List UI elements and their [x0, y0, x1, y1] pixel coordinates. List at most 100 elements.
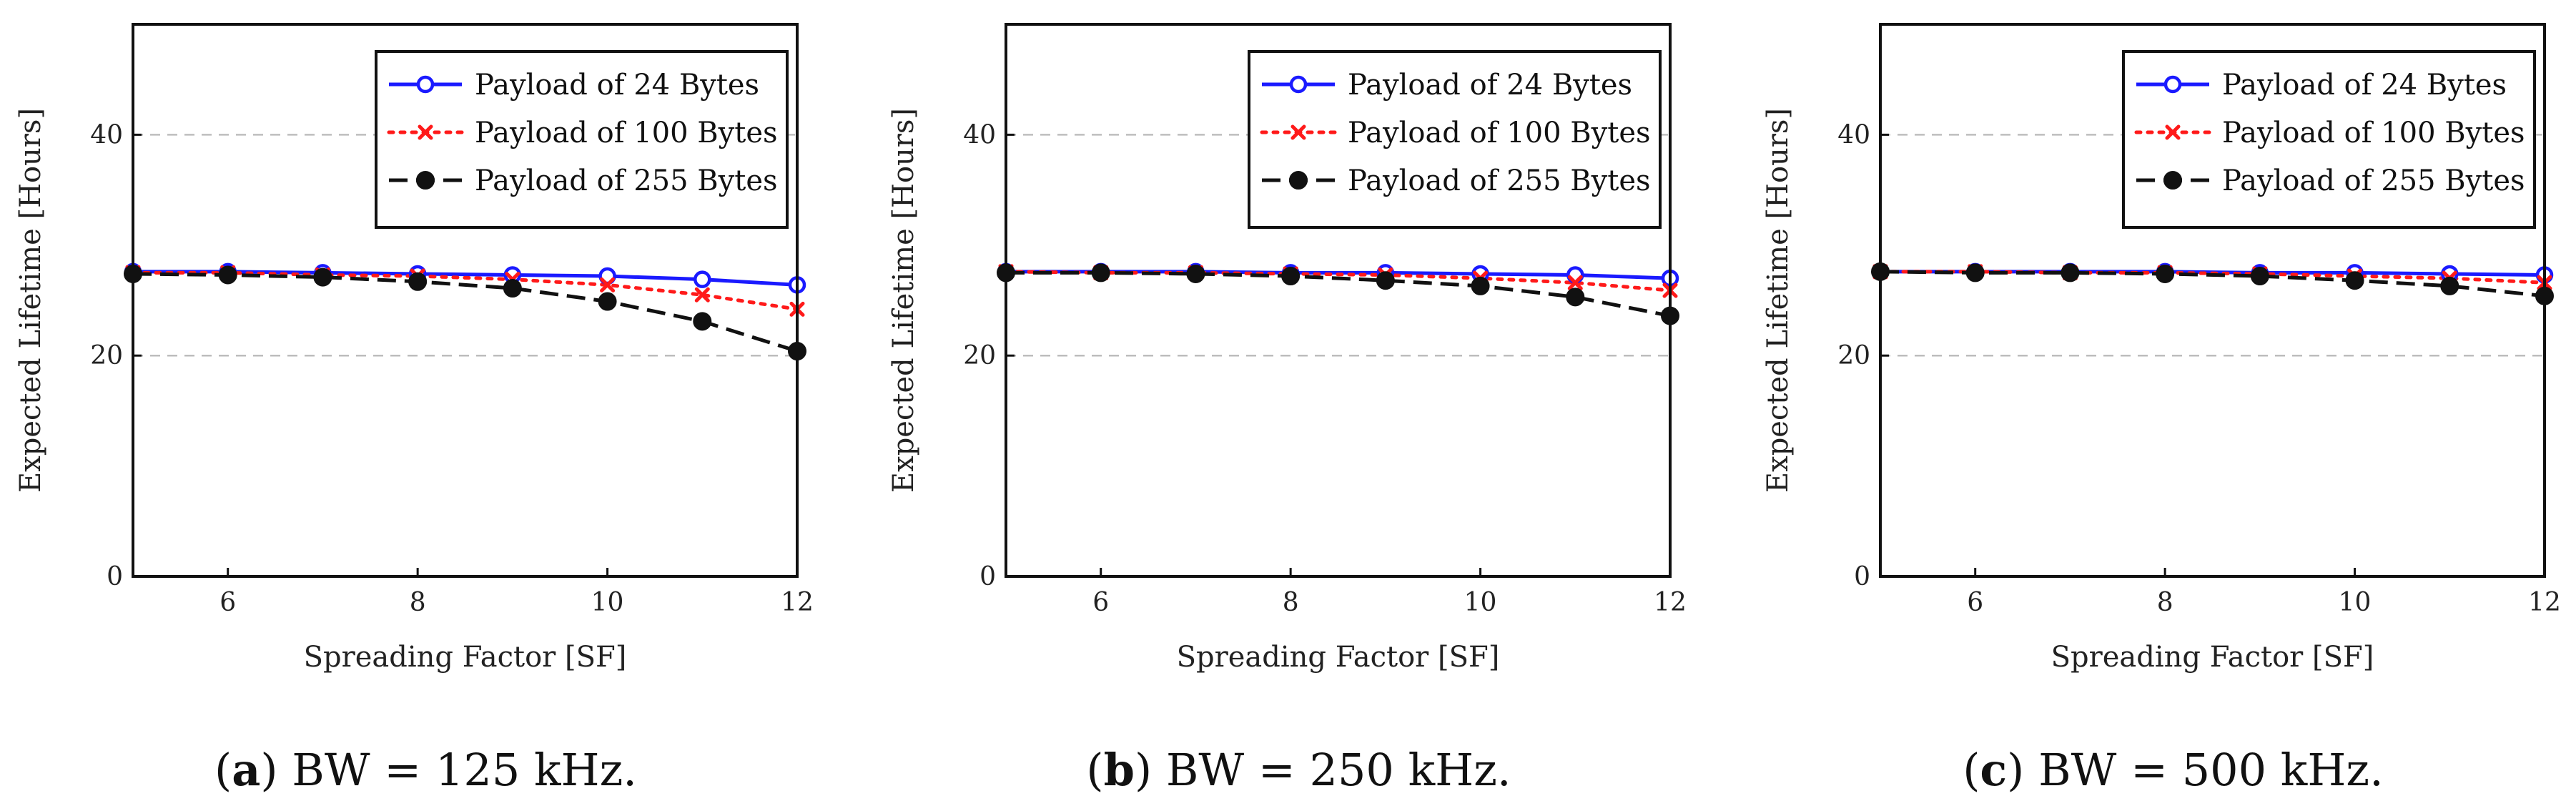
series-line-2 [131, 270, 799, 311]
legend-swatch-marker [416, 171, 435, 190]
legend-box [2122, 50, 2536, 229]
y-tick-label: 0 [1854, 562, 1870, 591]
data-point-s3 [1376, 271, 1395, 290]
data-point-s3 [2440, 276, 2459, 295]
data-point-s3 [693, 312, 712, 331]
data-point-s2 [1567, 275, 1583, 290]
panel-caption: (a) BW = 125 kHz. [214, 744, 637, 796]
legend-entry: Payload of 24 Bytes [1348, 69, 1632, 102]
y-tick-label: 40 [1837, 120, 1870, 149]
x-tick-label: 10 [2339, 588, 2372, 617]
series-line-2 [1004, 270, 1672, 293]
panel-caption: (c) BW = 500 kHz. [1963, 744, 2384, 796]
chart-panel-c: 0 20 40 6 8 10 12 Payload of 24 Bytes Payload of… [1762, 23, 2561, 796]
x-marker-stroke [1567, 275, 1583, 290]
data-point-s3 [1471, 276, 1490, 295]
y-tick-label: 20 [963, 341, 996, 370]
legend: Payload of 24 Bytes Payload of 100 Bytes P… [375, 50, 789, 229]
y-axis-label: Expected Lifetime [Hours] [14, 108, 47, 493]
y-tick-label: 40 [90, 120, 123, 149]
caption-letter: a [232, 744, 260, 796]
data-point-s3 [2250, 267, 2269, 286]
legend-entry: Payload of 100 Bytes [475, 117, 778, 149]
data-point-s3 [218, 265, 237, 285]
y-axis-label: Expected Lifetime [Hours] [887, 108, 920, 493]
x-tick-label: 8 [2157, 588, 2173, 617]
series-line-3 [1880, 270, 2545, 298]
x-tick-label: 6 [1092, 588, 1109, 617]
data-point-s1 [694, 270, 711, 288]
series-line-3 [132, 272, 798, 353]
caption-prefix: ( [214, 744, 232, 796]
legend-swatch-marker [1291, 124, 1306, 140]
data-point-s3 [598, 292, 617, 311]
x-tick-label: 12 [2528, 588, 2561, 617]
caption-prefix: ( [1963, 744, 1980, 796]
y-tick-label: 0 [979, 562, 996, 591]
legend-swatch-marker [2163, 75, 2182, 94]
legend-swatch-marker [2165, 124, 2181, 140]
y-tick-label: 0 [107, 562, 123, 591]
caption-text: ) BW = 125 kHz. [260, 744, 637, 796]
data-point-s3 [1186, 264, 1205, 283]
plot-frame [132, 23, 799, 578]
series-line-3 [1006, 270, 1671, 318]
x-tick-label: 10 [1464, 588, 1497, 617]
data-point-s3 [1091, 263, 1110, 282]
x-marker-stroke [1291, 124, 1306, 140]
caption-text: ) BW = 250 kHz. [1135, 744, 1511, 796]
legend-box [375, 50, 789, 229]
caption-letter: c [1980, 744, 2007, 796]
data-point-s3 [1566, 287, 1585, 307]
x-tick-label: 12 [1654, 588, 1687, 617]
data-point-s3 [503, 279, 522, 298]
y-tick-label: 20 [1837, 341, 1870, 370]
data-point-s3 [313, 267, 332, 287]
series-line-1 [133, 270, 798, 287]
x-marker-stroke [2165, 124, 2181, 140]
caption-prefix: ( [1086, 744, 1103, 796]
legend-swatch-marker [416, 75, 435, 94]
data-point-s3 [2061, 263, 2080, 282]
data-point-s3 [2156, 264, 2175, 283]
legend-swatch-marker [418, 124, 433, 140]
caption-text: ) BW = 500 kHz. [2007, 744, 2384, 796]
x-axis-label: Spreading Factor [SF] [2051, 641, 2374, 674]
legend-entry: Payload of 100 Bytes [2222, 117, 2525, 149]
legend-entry: Payload of 24 Bytes [2222, 69, 2507, 102]
x-axis-label: Spreading Factor [SF] [304, 641, 627, 674]
legend-swatch-marker [1289, 171, 1308, 190]
y-tick-label: 20 [90, 341, 123, 370]
legend-entry: Payload of 255 Bytes [1348, 164, 1651, 197]
x-tick-label: 6 [1967, 588, 1983, 617]
legend-swatch-marker [2163, 171, 2182, 190]
plot-frame [1005, 23, 1672, 578]
y-tick-label: 40 [963, 120, 996, 149]
legend-entry: Payload of 255 Bytes [475, 164, 778, 197]
data-point-s3 [1965, 263, 1985, 282]
x-tick-label: 8 [410, 588, 426, 617]
x-tick-label: 10 [591, 588, 624, 617]
data-point-s2 [694, 287, 710, 303]
data-point-s3 [2345, 271, 2364, 290]
data-point-s2 [600, 277, 616, 293]
caption-letter: b [1104, 744, 1135, 796]
legend: Payload of 24 Bytes Payload of 100 Bytes P… [1248, 50, 1662, 229]
x-marker-stroke [694, 287, 710, 303]
x-tick-label: 8 [1283, 588, 1299, 617]
panel-caption: (b) BW = 250 kHz. [1086, 744, 1511, 796]
x-tick-label: 12 [781, 588, 814, 617]
x-marker-stroke [418, 124, 433, 140]
x-marker-stroke [600, 277, 616, 293]
legend-entry: Payload of 24 Bytes [475, 69, 759, 102]
x-axis-label: Spreading Factor [SF] [1177, 641, 1500, 674]
x-tick-label: 6 [219, 588, 236, 617]
plot-frame [1879, 23, 2546, 578]
legend-entry: Payload of 100 Bytes [1348, 117, 1651, 149]
legend-box [1248, 50, 1662, 229]
data-point-s3 [408, 272, 428, 291]
y-axis-label: Expected Lifetime [Hours] [1762, 108, 1795, 493]
